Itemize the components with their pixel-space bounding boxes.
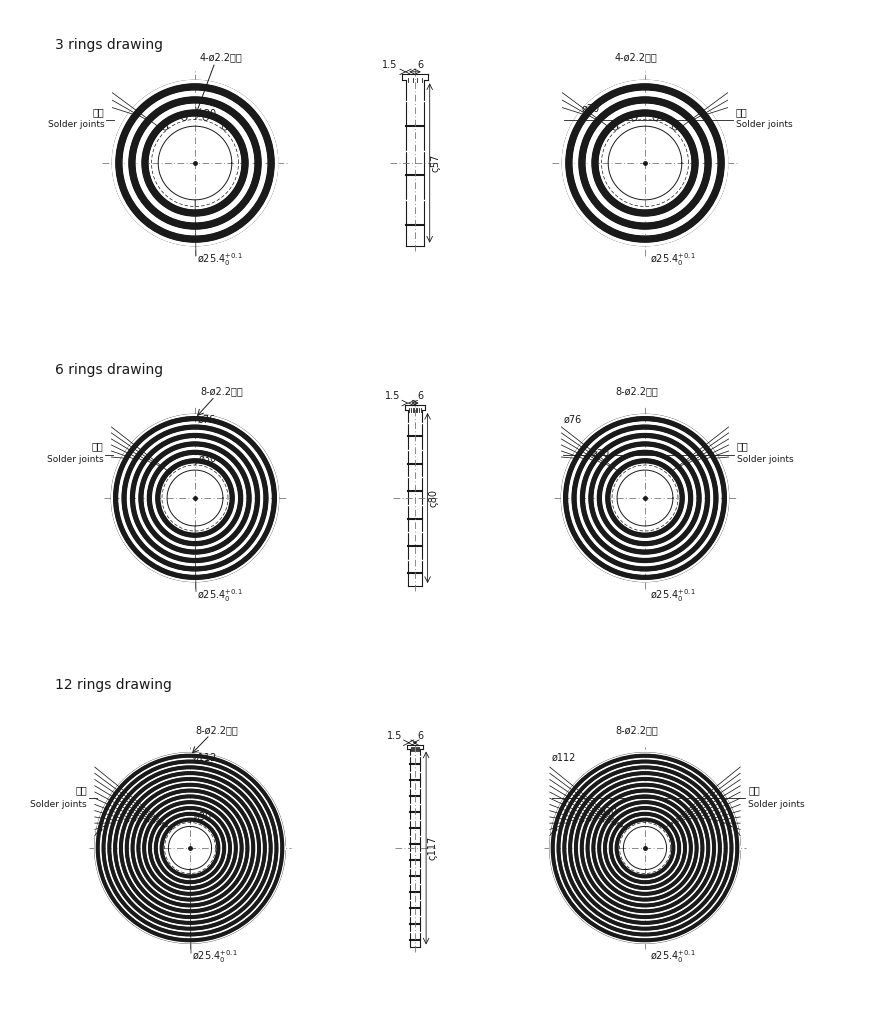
- Text: ø30: ø30: [599, 807, 618, 816]
- Text: ø76: ø76: [563, 414, 582, 425]
- Text: 焊点: 焊点: [748, 785, 760, 794]
- Text: ς57: ς57: [430, 154, 441, 173]
- Text: ø30: ø30: [194, 812, 212, 821]
- Text: ø30: ø30: [199, 108, 217, 119]
- Text: 1.5: 1.5: [387, 730, 402, 741]
- Text: 12 rings drawing: 12 rings drawing: [55, 678, 172, 692]
- Text: 6: 6: [417, 60, 423, 70]
- Text: ø30: ø30: [199, 453, 217, 464]
- Text: Solder joints: Solder joints: [736, 121, 792, 129]
- Text: 1.5: 1.5: [385, 392, 400, 401]
- Text: ø25.4$^{+0.1}_{0}$: ø25.4$^{+0.1}_{0}$: [197, 251, 243, 268]
- Text: ø25.4$^{+0.1}_{0}$: ø25.4$^{+0.1}_{0}$: [650, 251, 695, 268]
- Text: ø76: ø76: [198, 414, 216, 425]
- Text: ø25.4$^{+0.1}_{0}$: ø25.4$^{+0.1}_{0}$: [650, 587, 695, 603]
- Text: ς80: ς80: [429, 489, 438, 507]
- Text: ø112: ø112: [193, 753, 217, 762]
- Text: 3 rings drawing: 3 rings drawing: [55, 38, 163, 52]
- Text: Solder joints: Solder joints: [47, 456, 104, 464]
- Text: 1.5: 1.5: [382, 60, 397, 70]
- Text: 焊点: 焊点: [92, 107, 105, 117]
- Text: Solder joints: Solder joints: [737, 456, 793, 464]
- Text: 6: 6: [417, 392, 423, 401]
- Text: ø25.4$^{+0.1}_{0}$: ø25.4$^{+0.1}_{0}$: [650, 948, 695, 965]
- Text: 4-ø2.2均布: 4-ø2.2均布: [200, 53, 243, 62]
- Text: 焊点: 焊点: [75, 785, 87, 794]
- Text: 4-ø2.2均布: 4-ø2.2均布: [615, 53, 657, 62]
- Text: Solder joints: Solder joints: [30, 801, 87, 809]
- Text: 焊点: 焊点: [737, 441, 748, 451]
- Text: 6 rings drawing: 6 rings drawing: [55, 363, 163, 377]
- Text: 焊点: 焊点: [92, 441, 104, 451]
- Text: 8-ø2.2均布: 8-ø2.2均布: [615, 386, 657, 397]
- Text: ø30: ø30: [592, 449, 610, 459]
- Text: ø30: ø30: [582, 103, 599, 114]
- Text: 焊点: 焊点: [736, 107, 747, 117]
- Text: 8-ø2.2均布: 8-ø2.2均布: [200, 386, 243, 397]
- Text: Solder joints: Solder joints: [48, 121, 105, 129]
- Text: 6: 6: [417, 730, 423, 741]
- Text: ø25.4$^{+0.1}_{0}$: ø25.4$^{+0.1}_{0}$: [192, 948, 238, 965]
- Text: 8-ø2.2均布: 8-ø2.2均布: [195, 725, 238, 734]
- Text: ø25.4$^{+0.1}_{0}$: ø25.4$^{+0.1}_{0}$: [197, 587, 243, 603]
- Text: ø112: ø112: [552, 753, 576, 762]
- Text: 8-ø2.2均布: 8-ø2.2均布: [615, 725, 657, 734]
- Text: ς117: ς117: [427, 836, 437, 860]
- Text: Solder joints: Solder joints: [748, 801, 805, 809]
